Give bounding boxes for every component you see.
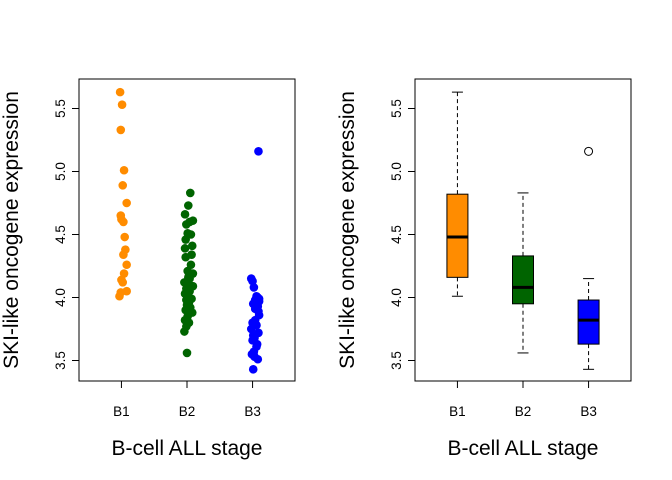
point-b2 — [185, 188, 195, 198]
point-b1 — [122, 260, 131, 270]
y-tick-label: 5.5 — [389, 99, 404, 118]
y-tick-label: 4.5 — [389, 225, 404, 244]
point-b1 — [117, 100, 127, 110]
y-tick-label: 4.5 — [53, 225, 68, 244]
point-b2 — [180, 244, 190, 253]
y-tick-label: 3.5 — [53, 351, 68, 370]
point-b2 — [182, 348, 192, 358]
x-axis-title: B-cell ALL stage — [448, 437, 599, 460]
y-tick-label: 5.0 — [389, 162, 404, 181]
point-b1 — [116, 125, 126, 135]
point-b1 — [119, 165, 129, 175]
x-tick-label-b3: B3 — [244, 404, 261, 419]
point-b2 — [182, 220, 191, 229]
point-b2 — [181, 235, 190, 244]
point-b1 — [119, 217, 128, 227]
y-axis-title: SKI-like oncogene expression — [0, 91, 23, 369]
boxplot-panel: 3.54.04.55.05.5 B1 B2 B3 B-cell ALL stage … — [336, 78, 632, 460]
box-b3 — [577, 299, 600, 345]
box-b2 — [512, 255, 534, 305]
point-b3 — [249, 283, 259, 292]
x-tick-label-b3: B3 — [580, 404, 597, 419]
point-b1 — [118, 278, 128, 287]
point-b2 — [181, 252, 190, 262]
point-b2 — [187, 241, 197, 251]
x-tick-label-b2: B2 — [515, 404, 532, 419]
point-b1 — [118, 181, 128, 190]
stripchart-points — [115, 87, 264, 374]
point-b1 — [115, 87, 125, 97]
x-axis: B1 B2 B3 — [449, 380, 597, 419]
point-b3 — [254, 147, 263, 156]
point-b2 — [184, 201, 193, 210]
point-b2 — [186, 260, 196, 270]
y-tick-label: 5.5 — [53, 99, 68, 118]
x-tick-label-b1: B1 — [449, 404, 466, 419]
point-b1 — [115, 291, 124, 301]
point-b1 — [119, 250, 128, 259]
point-b2 — [180, 327, 189, 336]
x-tick-label-b1: B1 — [113, 404, 130, 419]
x-axis-title: B-cell ALL stage — [112, 437, 263, 460]
point-b1 — [122, 198, 131, 208]
point-b3 — [248, 365, 258, 374]
y-tick-label: 3.5 — [389, 351, 404, 370]
boxplot-boxes — [446, 91, 600, 370]
outlier-b3 — [584, 146, 594, 156]
y-axis: 3.5 4.0 4.5 5.0 5.5 — [53, 99, 80, 370]
point-b1 — [120, 232, 130, 242]
x-tick-label-b2: B2 — [179, 404, 196, 419]
x-axis: B1 B2 B3 — [113, 380, 261, 419]
point-b2 — [180, 210, 190, 219]
y-tick-label: 4.0 — [389, 288, 404, 307]
y-axis-title: SKI-like oncogene expression — [336, 91, 359, 369]
stripchart-panel: 3.54.04.55.05.5 B1 B2 B3 B-cell ALL stage … — [0, 78, 296, 460]
y-axis: 3.5 4.0 4.5 5.0 5.5 — [389, 99, 416, 370]
y-tick-label: 5.0 — [53, 162, 68, 181]
point-b3 — [253, 354, 263, 364]
y-tick-label: 4.0 — [53, 288, 68, 307]
